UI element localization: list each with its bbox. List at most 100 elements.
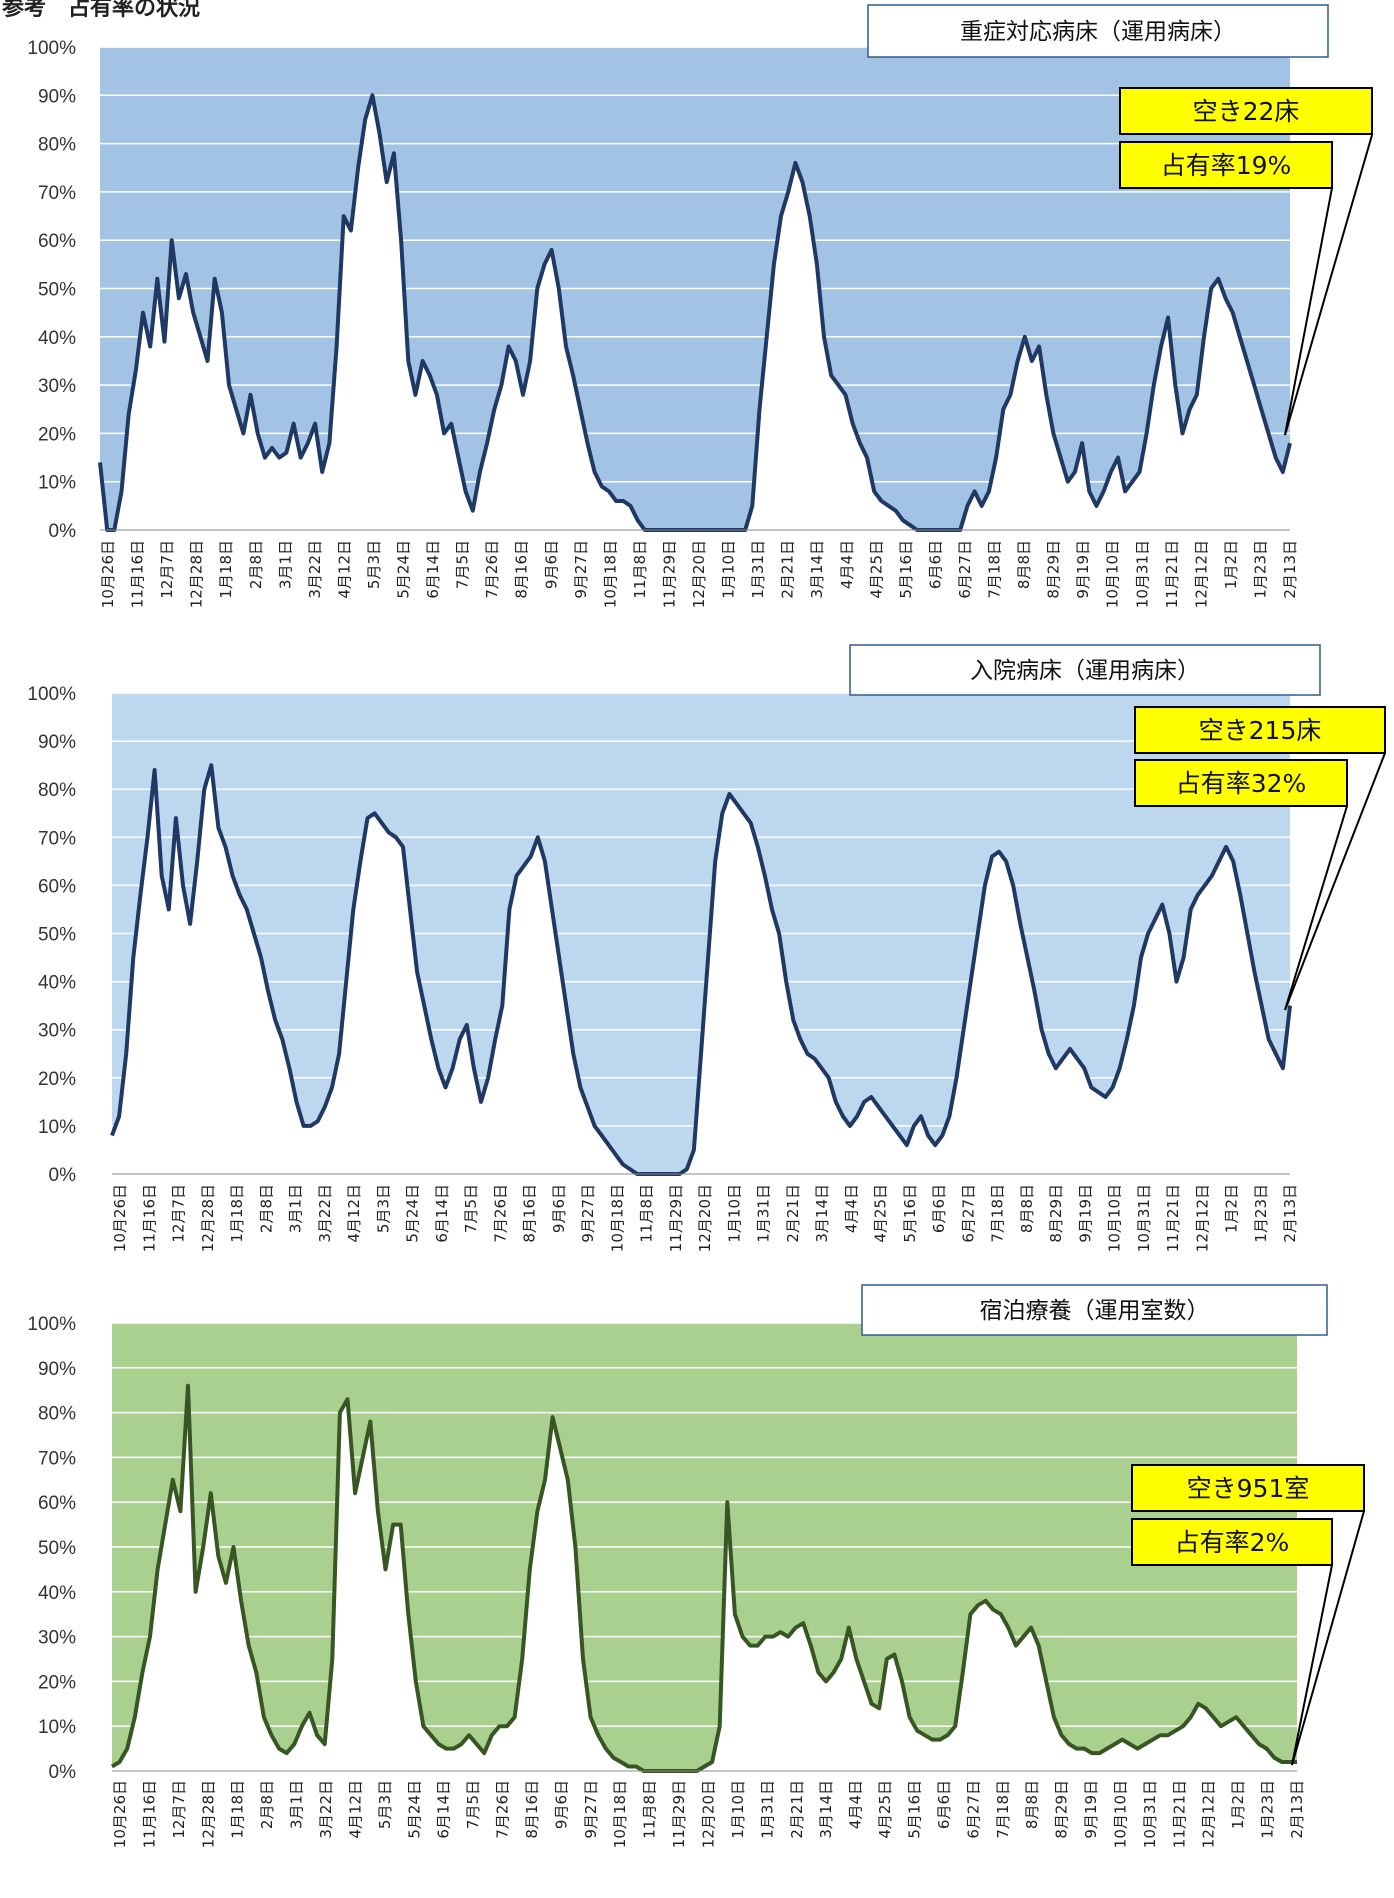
y-tick-label: 100% <box>27 1314 76 1335</box>
x-tick-label: 4月12日 <box>335 540 353 599</box>
x-tick-label: 6月27日 <box>956 540 974 599</box>
x-tick-label: 12月20日 <box>690 540 708 608</box>
y-tick-label: 20% <box>38 1069 76 1090</box>
x-tick-label: 3月14日 <box>813 1184 831 1243</box>
x-tick-label: 6月27日 <box>959 1184 977 1243</box>
y-tick-label: 10% <box>38 473 76 494</box>
x-tick-label: 10月18日 <box>601 540 619 608</box>
x-tick-label: 1月10日 <box>729 1780 747 1839</box>
y-tick-label: 20% <box>38 1672 76 1693</box>
callout-pointer <box>1284 752 1386 1011</box>
x-tick-label: 6月14日 <box>424 540 442 599</box>
occupancy-callout: 占有率32% <box>1176 769 1307 798</box>
x-tick-label: 7月26日 <box>494 1780 512 1839</box>
x-tick-label: 5月3日 <box>376 1780 394 1829</box>
x-tick-label: 11月16日 <box>129 540 147 608</box>
y-tick-label: 80% <box>38 780 76 801</box>
x-tick-label: 7月18日 <box>989 1184 1007 1243</box>
x-tick-label: 9月19日 <box>1074 540 1092 599</box>
x-tick-label: 4月4日 <box>838 540 856 589</box>
x-tick-label: 1月31日 <box>758 1780 776 1839</box>
x-tick-label: 9月19日 <box>1082 1780 1100 1839</box>
x-tick-label: 6月14日 <box>433 1184 451 1243</box>
x-tick-label: 2月8日 <box>257 1184 275 1233</box>
x-tick-label: 3月14日 <box>808 540 826 599</box>
x-tick-label: 1月31日 <box>755 1184 773 1243</box>
y-tick-label: 40% <box>38 973 76 994</box>
x-tick-label: 1月18日 <box>229 1780 247 1839</box>
x-tick-label: 9月6日 <box>550 1184 568 1233</box>
x-tick-label: 1月18日 <box>228 1184 246 1243</box>
x-tick-label: 12月20日 <box>696 1184 714 1252</box>
x-tick-label: 1月10日 <box>720 540 738 599</box>
x-tick-label: 12月12日 <box>1200 1780 1218 1848</box>
x-tick-label: 10月10日 <box>1104 540 1122 608</box>
x-tick-label: 8月29日 <box>1045 540 1063 599</box>
x-tick-label: 11月21日 <box>1164 1184 1182 1252</box>
y-tick-label: 90% <box>38 86 76 107</box>
y-tick-label: 80% <box>38 1404 76 1425</box>
y-tick-label: 50% <box>38 925 76 946</box>
chart-title-box <box>861 1284 1328 1336</box>
y-tick-label: 70% <box>38 183 76 204</box>
x-tick-label: 12月28日 <box>199 1184 217 1252</box>
x-tick-label: 3月22日 <box>306 540 324 599</box>
x-tick-label: 11月21日 <box>1163 540 1181 608</box>
x-tick-label: 10月26日 <box>99 540 117 608</box>
x-tick-label: 9月27日 <box>582 1780 600 1839</box>
x-tick-label: 8月8日 <box>1023 1780 1041 1829</box>
x-tick-label: 12月28日 <box>199 1780 217 1848</box>
series-area <box>112 1385 1297 1771</box>
x-tick-label: 10月18日 <box>611 1780 629 1848</box>
x-tick-label: 1月31日 <box>749 540 767 599</box>
vacancy-callout-box <box>1134 706 1386 754</box>
callout-pointer <box>1284 805 1348 1011</box>
x-tick-label: 2月8日 <box>247 540 265 589</box>
x-tick-label: 5月3日 <box>365 540 383 589</box>
callout-pointer <box>1284 134 1373 436</box>
page-title: 参考 占有率の状況 <box>2 0 201 21</box>
x-tick-label: 10月10日 <box>1106 1184 1124 1252</box>
x-tick-label: 5月24日 <box>404 1184 422 1243</box>
x-tick-label: 6月6日 <box>935 1780 953 1829</box>
y-tick-label: 20% <box>38 424 76 445</box>
x-tick-label: 2月21日 <box>784 1184 802 1243</box>
y-tick-label: 70% <box>38 828 76 849</box>
vacancy-callout-box <box>1131 1464 1365 1512</box>
y-tick-label: 100% <box>27 38 76 59</box>
y-tick-label: 60% <box>38 1493 76 1514</box>
x-tick-label: 7月26日 <box>491 1184 509 1243</box>
chart-title: 宿泊療養（運用室数） <box>980 1298 1210 1324</box>
callout-pointer <box>1291 1564 1333 1766</box>
x-tick-label: 1月10日 <box>725 1184 743 1243</box>
x-tick-label: 4月12日 <box>345 1184 363 1243</box>
x-tick-label: 6月27日 <box>964 1780 982 1839</box>
y-tick-label: 50% <box>38 280 76 301</box>
x-tick-label: 5月16日 <box>897 540 915 599</box>
x-tick-label: 2月21日 <box>788 1780 806 1839</box>
x-tick-label: 1月2日 <box>1229 1780 1247 1829</box>
x-tick-label: 11月8日 <box>641 1780 659 1839</box>
x-tick-label: 8月8日 <box>1018 1184 1036 1233</box>
x-tick-label: 2月13日 <box>1281 540 1299 599</box>
x-tick-label: 9月6日 <box>542 540 560 589</box>
x-tick-label: 6月14日 <box>435 1780 453 1839</box>
x-tick-label: 8月29日 <box>1053 1780 1071 1839</box>
occupancy-callout: 占有率19% <box>1161 151 1292 180</box>
x-tick-label: 6月6日 <box>930 1184 948 1233</box>
x-tick-label: 3月22日 <box>317 1780 335 1839</box>
x-tick-label: 4月25日 <box>876 1780 894 1839</box>
chart-title: 入院病床（運用病床） <box>970 658 1200 684</box>
y-tick-label: 50% <box>38 1538 76 1559</box>
x-tick-label: 8月16日 <box>513 540 531 599</box>
chart-title: 重症対応病床（運用病床） <box>960 19 1236 45</box>
y-tick-label: 60% <box>38 876 76 897</box>
x-tick-label: 7月18日 <box>994 1780 1012 1839</box>
x-tick-label: 2月13日 <box>1288 1780 1306 1839</box>
x-tick-label: 11月8日 <box>631 540 649 599</box>
x-tick-label: 12月7日 <box>170 1184 188 1243</box>
y-tick-label: 30% <box>38 376 76 397</box>
y-tick-label: 10% <box>38 1717 76 1738</box>
x-tick-label: 8月8日 <box>1015 540 1033 589</box>
x-tick-label: 12月20日 <box>700 1780 718 1848</box>
